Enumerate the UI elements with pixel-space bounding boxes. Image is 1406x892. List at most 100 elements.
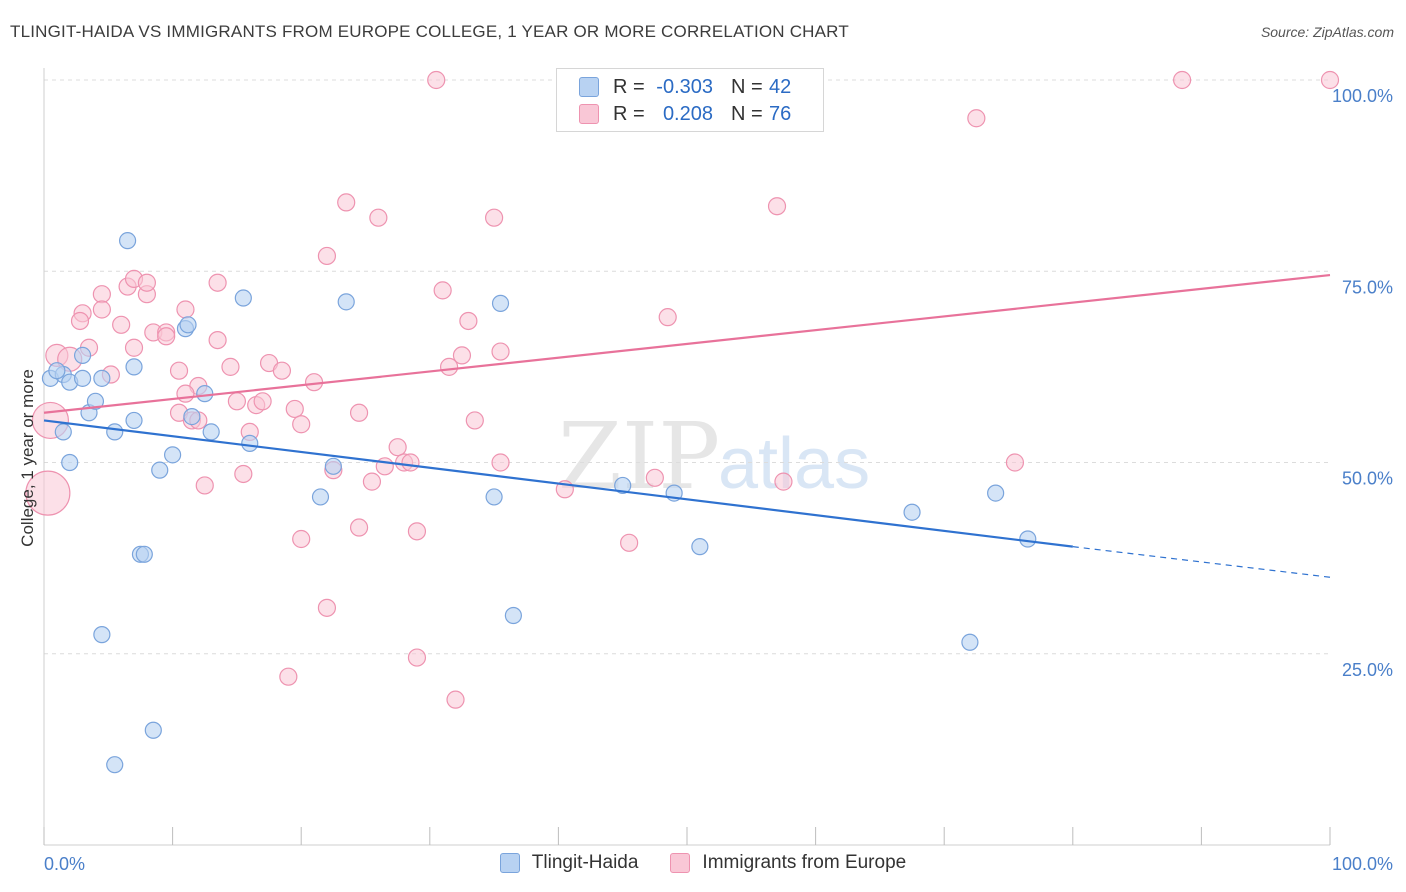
watermark-atlas: atlas [718, 424, 870, 504]
data-point-immigrants-from-europe [337, 193, 356, 212]
data-point-immigrants-from-europe [279, 667, 298, 686]
data-point-immigrants-from-europe [285, 399, 304, 419]
data-point-tlingit-haida [106, 423, 124, 441]
y-tick-label: 75.0% [1342, 277, 1393, 297]
data-point-immigrants-from-europe [433, 281, 452, 300]
data-point-immigrants-from-europe [137, 273, 156, 292]
data-point-tlingit-haida [48, 362, 66, 380]
data-point-immigrants-from-europe [407, 522, 427, 541]
data-point-immigrants-from-europe [272, 361, 292, 380]
data-point-immigrants-from-europe [439, 357, 459, 376]
series-legend: Tlingit-Haida Immigrants from Europe [0, 852, 1406, 874]
data-point-immigrants-from-europe [25, 470, 71, 516]
trend-line-immigrants-from-europe [43, 273, 1331, 414]
data-point-immigrants-from-europe [349, 518, 369, 537]
data-point-immigrants-from-europe [401, 453, 420, 472]
data-point-immigrants-from-europe [388, 438, 407, 457]
data-point-tlingit-haida [691, 538, 709, 556]
data-point-tlingit-haida [202, 423, 220, 441]
legend-swatch-immigrants-from-europe [579, 104, 599, 124]
tick-labels: 25.0% 50.0% 75.0% 100.0% 0.0% 100.0% [44, 86, 1393, 874]
legend-label: Immigrants from Europe [702, 852, 907, 873]
data-point-immigrants-from-europe [620, 533, 639, 552]
data-point-immigrants-from-europe [967, 109, 986, 128]
data-point-immigrants-from-europe [208, 331, 227, 350]
y-tick-label: 50.0% [1342, 469, 1393, 489]
data-point-immigrants-from-europe [658, 308, 677, 327]
data-point-tlingit-haida [241, 434, 259, 452]
data-point-immigrants-from-europe [491, 342, 510, 361]
data-point-immigrants-from-europe [459, 311, 478, 331]
data-point-immigrants-from-europe [465, 411, 484, 430]
legend-swatch-tlingit-haida [499, 853, 520, 873]
stats-legend: R = -0.303 N = 42 R = 0.208 N = 76 [556, 68, 824, 132]
data-point-immigrants-from-europe [176, 300, 195, 319]
data-point-tlingit-haida [903, 503, 921, 521]
data-point-tlingit-haida [61, 453, 79, 472]
data-point-immigrants-from-europe [92, 285, 111, 304]
chart-title: TLINGIT-HAIDA VS IMMIGRANTS FROM EUROPE … [10, 22, 849, 41]
x-tick-label: 100.0% [1332, 854, 1393, 874]
stats-row-immigrants-from-europe: R = 0.208 N = 76 [579, 102, 791, 126]
y-axis-label: College, 1 year or more [18, 369, 37, 547]
data-point-immigrants-from-europe [157, 327, 176, 346]
data-point-tlingit-haida [179, 316, 197, 334]
data-point-tlingit-haida [1019, 530, 1037, 548]
data-point-tlingit-haida [614, 476, 632, 495]
watermark-zip: ZIP [558, 403, 720, 510]
r-label: R = [613, 75, 645, 98]
data-point-tlingit-haida [144, 721, 162, 739]
watermark: ZIP atlas [558, 403, 870, 510]
data-point-immigrants-from-europe [112, 315, 131, 334]
r-value: 0.208 [662, 102, 713, 125]
legend-item-tlingit-haida: Tlingit-Haida [499, 852, 639, 874]
data-point-immigrants-from-europe [407, 648, 427, 667]
data-point-tlingit-haida [151, 461, 169, 479]
data-point-immigrants-from-europe [195, 476, 214, 495]
y-tick-label: 25.0% [1342, 660, 1393, 680]
trend-line-tlingit-haida-extension [1072, 546, 1331, 578]
data-point-tlingit-haida [491, 294, 510, 312]
trend-lines [43, 273, 1331, 578]
data-point-tlingit-haida [73, 346, 92, 364]
data-point-immigrants-from-europe [491, 453, 510, 472]
n-label: N = [731, 75, 763, 98]
data-point-immigrants-from-europe [375, 457, 394, 476]
data-point-immigrants-from-europe [317, 246, 337, 266]
data-point-immigrants-from-europe [369, 208, 388, 227]
data-point-tlingit-haida [234, 289, 252, 307]
legend-label: Tlingit-Haida [531, 852, 639, 873]
data-point-immigrants-from-europe [234, 464, 253, 484]
source-label: Source: ZipAtlas.com [1260, 24, 1394, 40]
n-label: N = [731, 102, 763, 125]
data-point-immigrants-from-europe [208, 273, 227, 292]
data-point-tlingit-haida [106, 756, 124, 774]
data-point-tlingit-haida [73, 369, 92, 387]
data-point-immigrants-from-europe [1005, 453, 1025, 472]
data-point-tlingit-haida [485, 488, 503, 506]
data-point-tlingit-haida [196, 385, 214, 403]
data-point-tlingit-haida [125, 358, 143, 376]
stats-row-tlingit-haida: R = -0.303 N = 42 [579, 75, 791, 99]
data-point-tlingit-haida [311, 488, 330, 506]
trend-line-tlingit-haida [43, 419, 1073, 548]
r-value: -0.303 [656, 75, 713, 98]
series-tlingit-haida [41, 232, 1037, 774]
data-point-tlingit-haida [183, 408, 201, 426]
y-tick-label: 100.0% [1332, 86, 1393, 106]
data-point-immigrants-from-europe [92, 300, 111, 319]
data-point-immigrants-from-europe [349, 403, 369, 422]
data-point-tlingit-haida [135, 545, 153, 563]
data-point-immigrants-from-europe [1173, 70, 1192, 90]
data-point-tlingit-haida [125, 411, 143, 430]
data-point-tlingit-haida [54, 423, 72, 441]
data-point-tlingit-haida [164, 446, 182, 464]
data-point-immigrants-from-europe [446, 690, 465, 709]
data-point-immigrants-from-europe [176, 384, 195, 403]
x-tick-label: 0.0% [44, 854, 85, 874]
legend-item-immigrants-from-europe: Immigrants from Europe [670, 852, 906, 874]
data-point-tlingit-haida [987, 484, 1005, 502]
data-point-immigrants-from-europe [169, 361, 189, 380]
r-label: R = [613, 102, 645, 125]
